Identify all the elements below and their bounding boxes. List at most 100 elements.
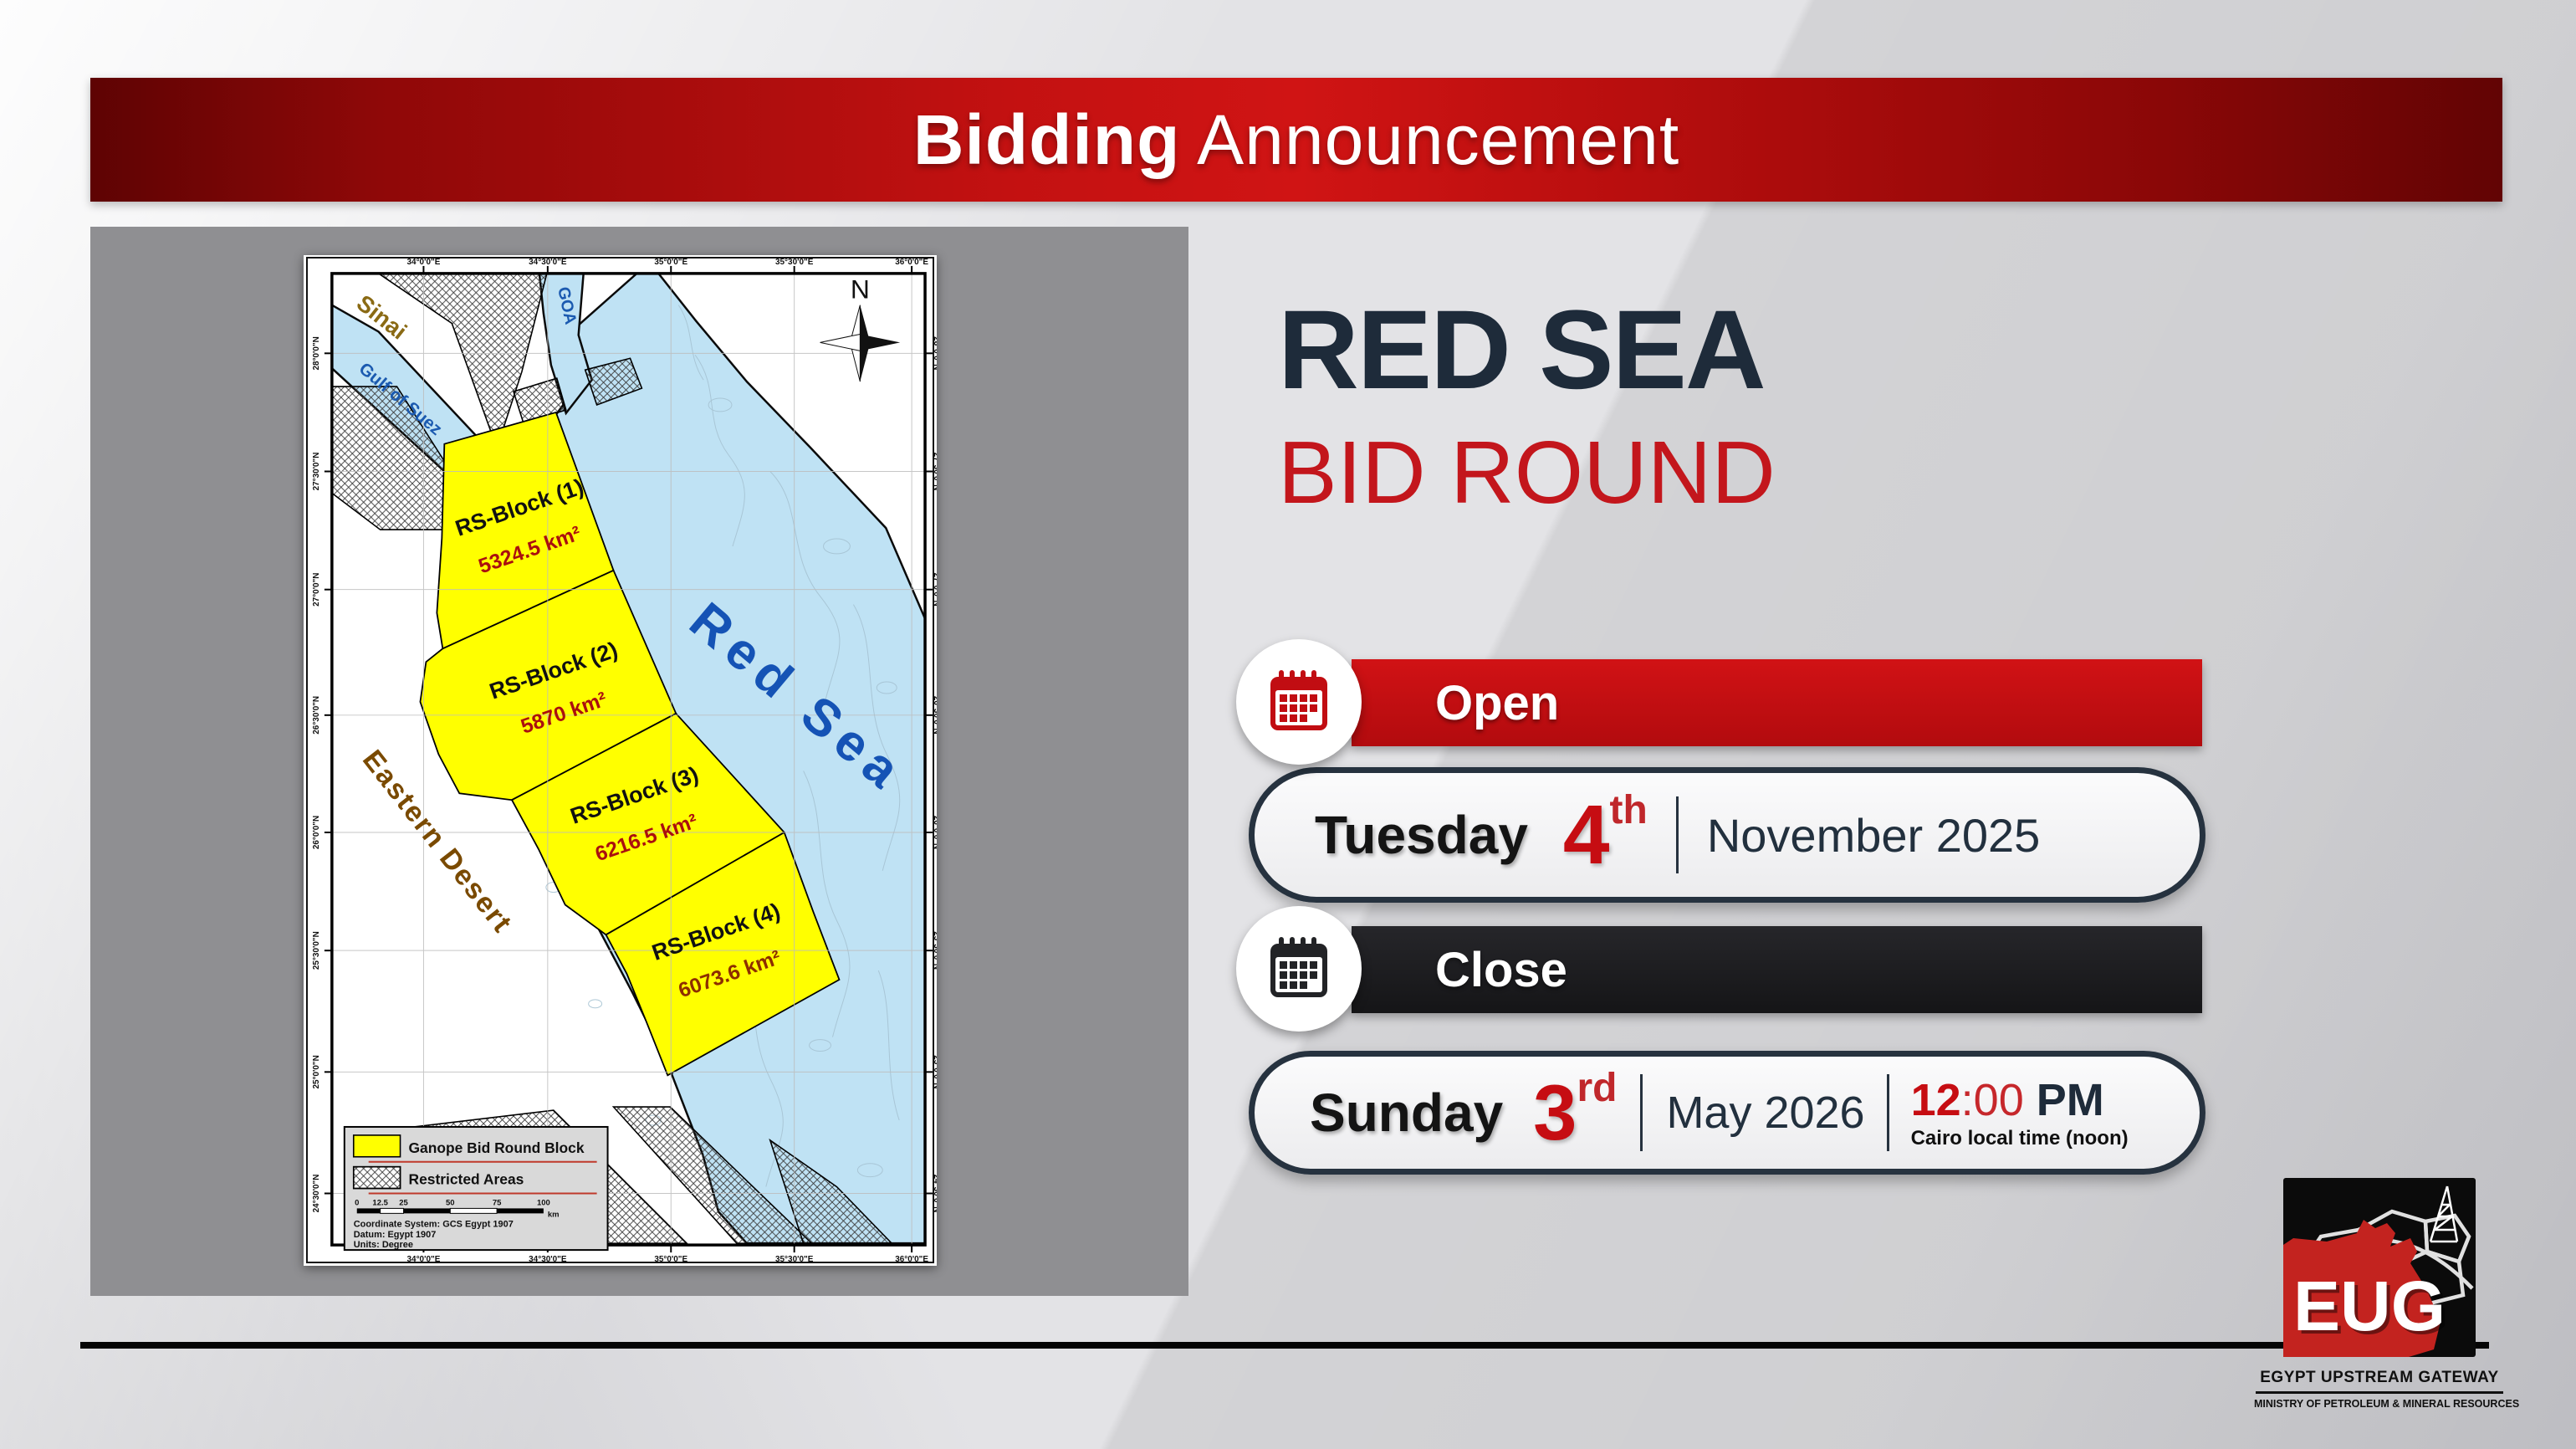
open-day-name: Tuesday bbox=[1315, 805, 1528, 865]
scale-tick: 75 bbox=[493, 1198, 502, 1207]
close-day-name: Sunday bbox=[1310, 1083, 1504, 1143]
scale-tick: 25 bbox=[399, 1198, 408, 1207]
banner-title: Bidding Announcement bbox=[913, 100, 1679, 181]
close-time-minutes: :00 bbox=[1960, 1075, 2024, 1126]
headline-line2: BID ROUND bbox=[1278, 423, 1776, 522]
lon-tick-bottom: 34°30'0"E bbox=[529, 1255, 567, 1264]
scale-bar-labels: 0 12.5 25 50 75 100 bbox=[355, 1198, 550, 1207]
block-4 bbox=[605, 831, 841, 1077]
close-day-number: 3 bbox=[1533, 1068, 1577, 1157]
bottom-divider-line bbox=[80, 1342, 2489, 1349]
close-bar: Close bbox=[1352, 926, 2202, 1013]
derrick-icon bbox=[2429, 1185, 2459, 1243]
lat-tick-right: 27°0'0"N bbox=[932, 573, 937, 607]
map-sheet: RS-Block (1) 5324.5 km² RS-Block (2) 587… bbox=[304, 255, 937, 1266]
logo-ministry: MINISTRY OF PETROLEUM & MINERAL RESOURCE… bbox=[2254, 1397, 2520, 1410]
legend-swatch-bid-block bbox=[352, 1134, 401, 1158]
pill-divider bbox=[1640, 1074, 1643, 1151]
lat-tick-right: 24°30'0"N bbox=[932, 1175, 937, 1213]
eug-logo-icon: EUG EUG bbox=[2283, 1178, 2476, 1357]
frame-ticks bbox=[324, 265, 933, 1253]
lat-tick-right: 25°0'0"N bbox=[932, 1055, 937, 1088]
lat-tick-right: 26°0'0"N bbox=[932, 816, 937, 849]
lat-tick-left: 27°30'0"N bbox=[312, 453, 321, 491]
pill-divider bbox=[1886, 1074, 1889, 1151]
logo-divider bbox=[2256, 1391, 2503, 1394]
lat-tick-right: 26°30'0"N bbox=[932, 696, 937, 735]
close-time-note: Cairo local time (noon) bbox=[1910, 1126, 2129, 1149]
lat-tick-right: 27°30'0"N bbox=[932, 453, 937, 491]
headline-line1: RED SEA bbox=[1278, 288, 1766, 412]
lat-tick-left: 26°30'0"N bbox=[312, 696, 321, 735]
legend-meta-coordinate-system: Coordinate System: GCS Egypt 1907 bbox=[354, 1219, 514, 1229]
legend-meta-units: Units: Degree bbox=[354, 1240, 413, 1250]
scale-bar bbox=[356, 1207, 544, 1214]
open-day-ordinal: th bbox=[1609, 787, 1648, 832]
map-frame bbox=[330, 272, 927, 1247]
lat-tick-right: 28°0'0"N bbox=[932, 336, 937, 370]
lat-tick-left: 25°0'0"N bbox=[312, 1055, 321, 1088]
lon-tick-top: 36°0'0"E bbox=[895, 258, 928, 267]
lat-tick-left: 27°0'0"N bbox=[312, 573, 321, 607]
legend-bid-block-label: Ganope Bid Round Block bbox=[409, 1139, 585, 1156]
scale-tick: 100 bbox=[537, 1198, 550, 1207]
eug-acronym: EUG bbox=[2293, 1267, 2446, 1345]
lat-tick-left: 28°0'0"N bbox=[312, 336, 321, 370]
gridlines bbox=[331, 273, 926, 1246]
gulf-of-aqaba-water bbox=[538, 273, 594, 416]
legend-meta: Coordinate System: GCS Egypt 1907 Datum:… bbox=[354, 1219, 514, 1250]
calendar-icon bbox=[1270, 670, 1327, 730]
close-time: 12:00 PM bbox=[1911, 1077, 2129, 1124]
lat-tick-left: 25°30'0"N bbox=[312, 931, 321, 970]
close-day-ordinal: rd bbox=[1577, 1065, 1618, 1110]
lon-tick-top: 34°0'0"E bbox=[407, 258, 441, 267]
banner: Bidding Announcement bbox=[90, 78, 2502, 202]
logo-org-name: EGYPT UPSTREAM GATEWAY bbox=[2260, 1369, 2499, 1386]
open-bar: Open bbox=[1352, 659, 2202, 746]
open-label: Open bbox=[1435, 675, 1560, 730]
open-calendar-badge bbox=[1236, 639, 1362, 765]
open-month-year: November 2025 bbox=[1706, 808, 2041, 862]
lon-tick-bottom: 34°0'0"E bbox=[407, 1255, 441, 1264]
banner-title-bold: Bidding bbox=[912, 100, 1181, 179]
close-time-meridiem: PM bbox=[2023, 1075, 2104, 1126]
lon-tick-bottom: 36°0'0"E bbox=[895, 1255, 928, 1264]
scale-tick: 0 bbox=[355, 1198, 359, 1207]
legend-meta-datum: Datum: Egypt 1907 bbox=[354, 1230, 437, 1240]
scale-tick: 12.5 bbox=[372, 1198, 387, 1207]
lon-tick-top: 34°30'0"E bbox=[529, 258, 567, 267]
lat-tick-right: 25°30'0"N bbox=[932, 931, 937, 970]
eug-logo-block: EUG EUG EGYPT UPSTREAM GATEWAY MINISTRY … bbox=[2254, 1178, 2520, 1410]
open-day-number: 4 bbox=[1562, 788, 1610, 882]
lat-tick-left: 26°0'0"N bbox=[312, 816, 321, 849]
scale-tick: 50 bbox=[446, 1198, 455, 1207]
lon-labels: 34°0'0"E 34°30'0"E 35°0'0"E 35°30'0"E 36… bbox=[407, 258, 929, 1264]
open-bar-row: Open bbox=[1236, 639, 2202, 766]
map-figure: RS-Block (1) 5324.5 km² RS-Block (2) 587… bbox=[304, 255, 937, 1266]
lon-tick-bottom: 35°30'0"E bbox=[775, 1255, 814, 1264]
close-date-pill: Sunday 3 rd May 2026 12:00 PM Cairo loca… bbox=[1249, 1051, 2205, 1175]
close-time-box: 12:00 PM Cairo local time (noon) bbox=[1911, 1077, 2129, 1149]
lon-tick-bottom: 35°0'0"E bbox=[654, 1255, 687, 1264]
lon-tick-top: 35°30'0"E bbox=[775, 258, 814, 267]
close-calendar-badge bbox=[1236, 906, 1362, 1032]
close-month-year: May 2026 bbox=[1666, 1088, 1865, 1138]
lat-labels: 28°0'0"N 27°30'0"N 27°0'0"N 26°30'0"N 26… bbox=[312, 336, 937, 1212]
headline: RED SEA BID ROUND bbox=[1278, 288, 1776, 522]
scale-unit: km bbox=[548, 1210, 560, 1219]
banner-title-light: Announcement bbox=[1180, 100, 1680, 179]
close-label: Close bbox=[1435, 942, 1567, 997]
map-outer-border bbox=[305, 256, 935, 1264]
legend-restricted-label: Restricted Areas bbox=[409, 1171, 524, 1188]
legend-swatch-restricted bbox=[352, 1165, 401, 1190]
calendar-icon bbox=[1270, 937, 1327, 997]
map-legend: Ganope Bid Round Block Restricted Areas … bbox=[343, 1125, 609, 1252]
map-panel: RS-Block (1) 5324.5 km² RS-Block (2) 587… bbox=[90, 227, 1188, 1296]
compass-north-letter: N bbox=[851, 274, 870, 305]
lon-tick-top: 35°0'0"E bbox=[654, 258, 687, 267]
open-date-pill: Tuesday 4 th November 2025 bbox=[1249, 767, 2205, 903]
eug-text-shadow: EUG bbox=[2297, 1270, 2449, 1349]
egypt-silhouette bbox=[2283, 1220, 2441, 1357]
close-time-hours: 12 bbox=[1910, 1075, 1961, 1126]
pill-divider bbox=[1675, 796, 1679, 873]
